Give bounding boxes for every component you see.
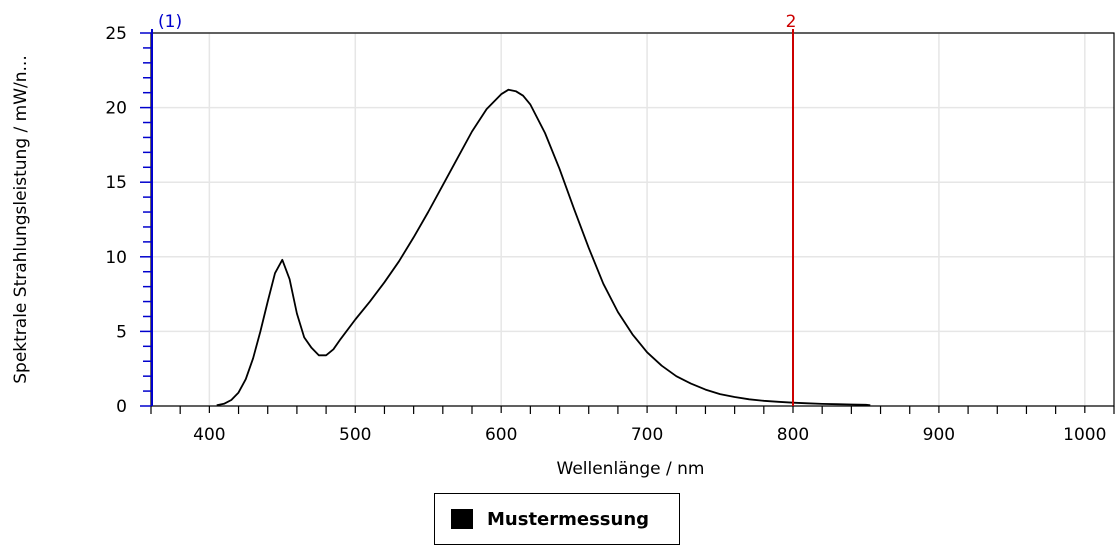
marker-label-0: (1)	[158, 12, 182, 32]
marker-label-1: 2	[786, 12, 797, 32]
y-axis: 0 5 10 15 20 25	[105, 24, 151, 417]
x-tick-label: 500	[339, 425, 371, 445]
x-tick-label: 600	[485, 425, 517, 445]
x-axis-title: Wellenlänge / nm	[557, 459, 705, 479]
legend-swatch	[451, 509, 473, 529]
y-tick-label: 10	[105, 248, 127, 268]
marker-layer: (1) 2	[151, 12, 797, 406]
y-axis-title: Spektrale Strahlungsleistung / mW/n...	[11, 55, 31, 384]
x-tick-label: 700	[631, 425, 663, 445]
x-axis: 400 500 600 700 800 900 1000	[150, 406, 1115, 445]
y-tick-label: 20	[105, 99, 127, 119]
y-tick-label: 5	[116, 322, 127, 342]
x-tick-label: 800	[777, 425, 809, 445]
y-tick-label: 0	[116, 397, 127, 417]
x-tick-label: 1000	[1063, 425, 1106, 445]
legend-label: Mustermessung	[487, 508, 650, 530]
grid-lines	[151, 32, 1114, 407]
plot-frame	[150, 32, 1115, 407]
x-tick-label: 900	[923, 425, 955, 445]
series-line-0	[216, 88, 871, 407]
y-tick-label: 25	[105, 24, 127, 44]
y-tick-label: 15	[105, 173, 127, 193]
x-tick-label: 400	[193, 425, 225, 445]
series-layer	[216, 88, 871, 407]
legend: Mustermessung	[434, 493, 680, 545]
